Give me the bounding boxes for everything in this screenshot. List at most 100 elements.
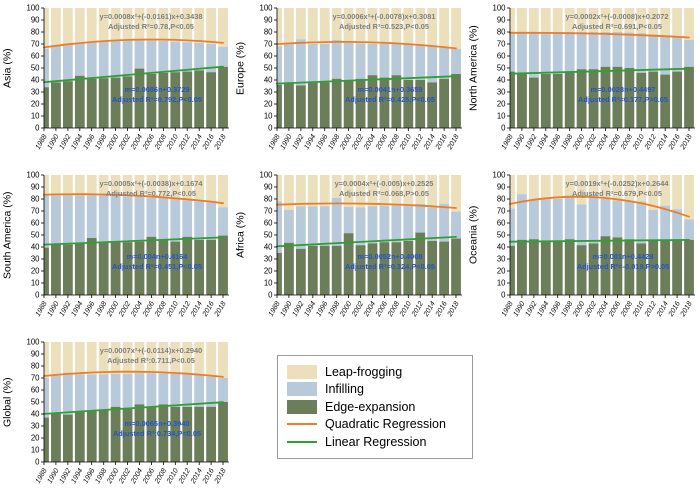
- edge-expansion-segment: [51, 244, 61, 295]
- leap-frogging-segment: [451, 175, 461, 212]
- leap-frogging-segment: [62, 175, 73, 196]
- infilling-segment: [98, 41, 109, 79]
- leap-frogging-segment: [86, 8, 97, 43]
- leap-frogging-segment: [62, 8, 73, 44]
- infilling-segment: [295, 206, 306, 249]
- edge-expansion-segment: [146, 406, 157, 462]
- edge-expansion-segment: [319, 82, 330, 128]
- edge-expansion-segment: [540, 241, 551, 295]
- quadratic-regression-line: [43, 370, 224, 378]
- leap-frogging-segment: [51, 175, 61, 196]
- y-axis: [507, 7, 511, 129]
- edge-expansion-segment: [182, 406, 193, 462]
- infilling-segment: [218, 47, 228, 67]
- leap-frogging-segment: [206, 175, 216, 203]
- linear-regression-line: [509, 67, 690, 75]
- legend-label: Linear Regression: [325, 434, 427, 449]
- legend-swatch: [287, 364, 317, 379]
- x-tick-labels: 1988199019921994199619982000200220042006…: [499, 300, 694, 319]
- edge-expansion-segment: [552, 74, 563, 128]
- infilling-segment: [206, 202, 216, 240]
- edge-expansion-segment: [510, 245, 515, 295]
- leap-frogging-segment: [86, 342, 97, 375]
- x-ticks: [276, 295, 457, 298]
- edge-expansion-segment: [451, 74, 461, 128]
- leap-frogging-segment: [552, 8, 563, 32]
- edge-expansion-segment: [612, 237, 623, 295]
- leap-frogging-segment: [182, 175, 193, 201]
- edge-expansion-segment: [307, 245, 318, 295]
- leap-frogging-segment: [648, 8, 659, 35]
- leap-frogging-segment: [379, 175, 390, 206]
- leap-frogging-segment: [540, 175, 551, 199]
- svg-text:90: 90: [497, 183, 506, 192]
- infilling-segment: [660, 35, 671, 75]
- x-ticks: [43, 295, 224, 298]
- svg-text:70: 70: [31, 374, 40, 383]
- infilling-segment: [158, 373, 169, 405]
- svg-text:80: 80: [264, 195, 273, 204]
- x-tick-labels: 1988199019921994199619982000200220042006…: [266, 133, 461, 152]
- leap-frogging-segment: [158, 342, 169, 374]
- edge-expansion-segment: [134, 68, 145, 128]
- leap-frogging-segment: [62, 342, 73, 373]
- svg-text:10: 10: [31, 279, 40, 288]
- y-tick-labels: 0 10 20 30 40 50 60 70 80 90 100: [26, 338, 40, 467]
- svg-text:60: 60: [497, 52, 506, 61]
- edge-expansion-segment: [540, 74, 551, 128]
- edge-expansion-segment: [415, 80, 426, 128]
- svg-text:2018: 2018: [677, 133, 693, 152]
- infilling-segment: [170, 41, 181, 73]
- edge-expansion-segment: [206, 72, 216, 128]
- edge-expansion-segment: [684, 66, 694, 128]
- edge-expansion-segment: [158, 404, 169, 462]
- x-ticks: [509, 295, 690, 298]
- infilling-segment: [451, 48, 461, 74]
- edge-expansion-segment: [576, 245, 587, 295]
- svg-text:70: 70: [31, 207, 40, 216]
- svg-text:100: 100: [26, 338, 40, 347]
- edge-expansion-segment: [672, 71, 682, 128]
- leap-frogging-segment: [528, 8, 539, 32]
- edge-expansion-segment: [146, 74, 157, 128]
- edge-expansion-segment: [451, 238, 461, 295]
- infilling-segment: [62, 372, 73, 415]
- y-tick-labels: 0 10 20 30 40 50 60 70 80 90 100: [259, 171, 273, 300]
- leap-frogging-segment: [624, 175, 635, 202]
- x-tick-labels: 1988199019921994199619982000200220042006…: [33, 133, 228, 152]
- svg-text:80: 80: [31, 362, 40, 371]
- infilling-segment: [403, 205, 414, 241]
- edge-expansion-segment: [684, 239, 694, 295]
- infilling-segment: [122, 373, 133, 409]
- y-axis: [274, 174, 278, 296]
- infilling-segment: [194, 375, 205, 407]
- infilling-segment: [552, 199, 563, 241]
- panel-asia: Asia (%) 0 10 20 30 40 50 60 70 80 90 100 1988 1990 1…: [0, 0, 233, 167]
- leap-frogging-segment: [110, 342, 121, 374]
- legend-items: Leap-frogging Infilling Edge-expansion Quad…: [287, 363, 463, 451]
- edge-expansion-segment: [44, 87, 49, 128]
- leap-frogging-segment: [624, 8, 635, 33]
- y-axis: [41, 174, 45, 296]
- leap-frogging-segment: [439, 8, 449, 48]
- stacked-bars: [44, 8, 228, 128]
- infilling-segment: [367, 206, 378, 244]
- edge-expansion-segment: [510, 71, 515, 128]
- edge-expansion-segment: [612, 66, 623, 128]
- leap-frogging-segment: [439, 175, 449, 204]
- edge-expansion-segment: [110, 406, 121, 462]
- edge-expansion-segment: [600, 236, 611, 295]
- leap-frogging-segment: [331, 175, 342, 198]
- edge-expansion-segment: [636, 72, 647, 128]
- y-axis: [41, 7, 45, 129]
- leap-frogging-segment: [158, 175, 169, 198]
- infilling-segment: [284, 44, 294, 83]
- svg-text:2018: 2018: [444, 300, 460, 319]
- y-tick-labels: 0 10 20 30 40 50 60 70 80 90 100: [492, 171, 506, 300]
- svg-text:10: 10: [497, 112, 506, 121]
- leap-frogging-segment: [295, 175, 306, 207]
- svg-text:20: 20: [264, 100, 273, 109]
- leap-frogging-segment: [427, 8, 438, 47]
- leap-frogging-segment: [307, 175, 318, 207]
